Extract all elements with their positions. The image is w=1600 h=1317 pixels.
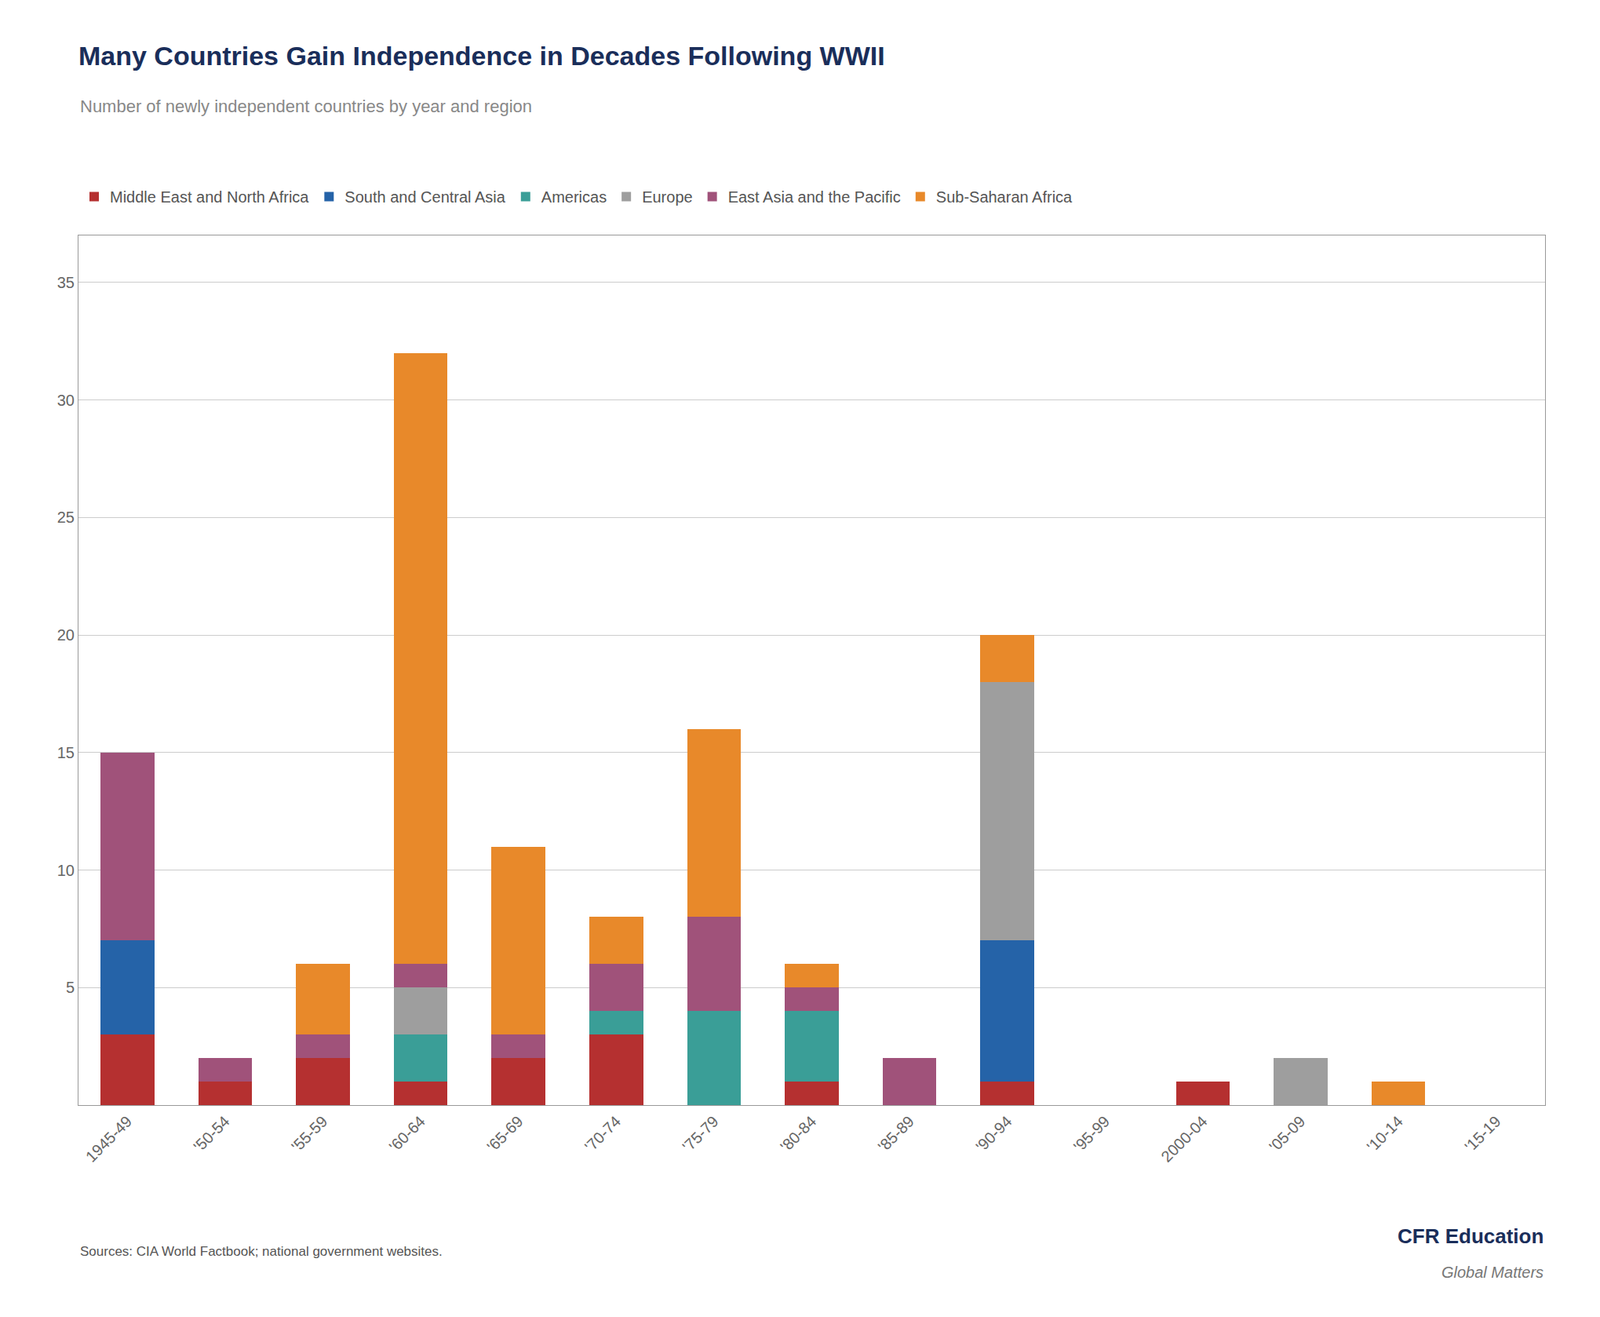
svg-text:'05-09: '05-09 — [1265, 1111, 1309, 1155]
svg-text:10: 10 — [57, 861, 75, 879]
svg-text:'10-14: '10-14 — [1363, 1111, 1407, 1155]
svg-text:15: 15 — [57, 743, 75, 762]
svg-text:'75-79: '75-79 — [678, 1111, 722, 1155]
svg-text:20: 20 — [57, 626, 75, 644]
svg-text:'95-99: '95-99 — [1070, 1111, 1113, 1155]
svg-text:30: 30 — [57, 391, 75, 409]
svg-text:'50-54: '50-54 — [189, 1111, 233, 1155]
svg-text:Middle East and North Africa: Middle East and North Africa — [109, 188, 310, 206]
svg-text:'15-19: '15-19 — [1461, 1111, 1504, 1155]
svg-text:Americas: Americas — [541, 188, 607, 206]
svg-text:'60-64: '60-64 — [386, 1111, 429, 1155]
svg-text:35: 35 — [57, 273, 75, 292]
svg-text:5: 5 — [65, 978, 75, 996]
svg-text:Number of newly independent co: Number of newly independent countries by… — [80, 96, 533, 117]
svg-text:1945-49: 1945-49 — [82, 1111, 135, 1165]
svg-text:South and Central Asia: South and Central Asia — [344, 188, 506, 206]
svg-text:Many Countries Gain Independen: Many Countries Gain Independence in Deca… — [78, 40, 886, 71]
svg-text:CFR Education: CFR Education — [1397, 1224, 1544, 1248]
svg-text:East Asia and the Pacific: East Asia and the Pacific — [728, 188, 901, 206]
svg-text:'65-69: '65-69 — [483, 1111, 526, 1155]
svg-text:'70-74: '70-74 — [581, 1111, 624, 1155]
svg-text:25: 25 — [57, 508, 75, 526]
svg-text:2000-04: 2000-04 — [1157, 1111, 1211, 1165]
svg-text:Sub-Saharan Africa: Sub-Saharan Africa — [936, 188, 1073, 206]
svg-text:'80-84: '80-84 — [776, 1111, 820, 1155]
svg-text:'55-59: '55-59 — [287, 1111, 331, 1155]
svg-text:Global Matters: Global Matters — [1441, 1263, 1544, 1281]
svg-text:'85-89: '85-89 — [874, 1111, 918, 1155]
svg-text:'90-94: '90-94 — [972, 1111, 1015, 1155]
svg-text:Europe: Europe — [641, 188, 693, 206]
svg-text:Sources: CIA World Factbook; n: Sources: CIA World Factbook; national go… — [80, 1243, 443, 1259]
